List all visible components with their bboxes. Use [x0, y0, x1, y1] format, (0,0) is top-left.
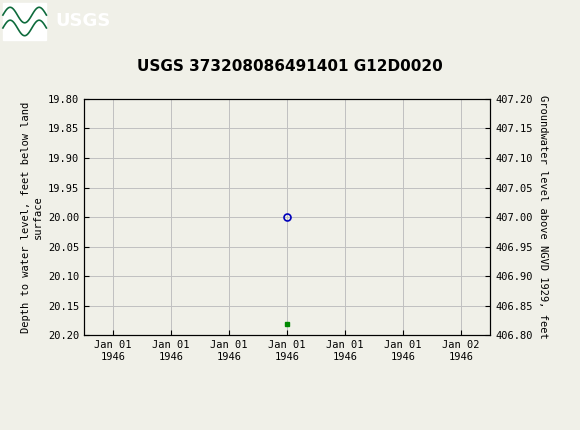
Bar: [3, 3, 46, 40]
Text: USGS: USGS: [55, 12, 110, 31]
Y-axis label: Depth to water level, feet below land
surface: Depth to water level, feet below land su…: [21, 101, 42, 333]
Y-axis label: Groundwater level above NGVD 1929, feet: Groundwater level above NGVD 1929, feet: [538, 95, 548, 339]
Text: USGS 373208086491401 G12D0020: USGS 373208086491401 G12D0020: [137, 59, 443, 74]
